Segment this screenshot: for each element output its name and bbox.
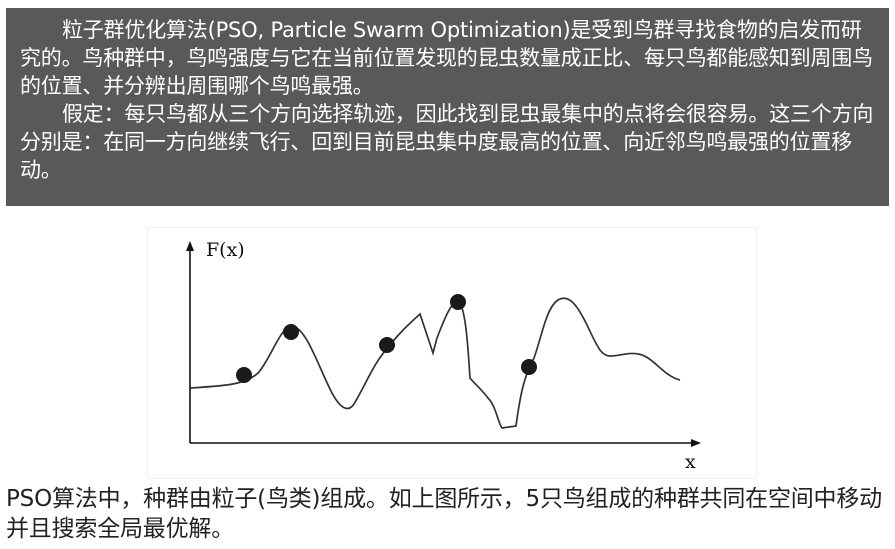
intro-paragraph-1: 粒子群优化算法(PSO, Particle Swarm Optimization…	[20, 18, 873, 98]
intro-text-box: 粒子群优化算法(PSO, Particle Swarm Optimization…	[6, 8, 889, 206]
particle-4	[450, 294, 466, 310]
caption-text: PSO算法中，种群由粒子(鸟类)组成。如上图所示，5只鸟组成的种群共同在空间中移…	[6, 486, 882, 542]
x-axis-label: x	[685, 451, 696, 473]
fitness-landscape-figure: F(x) x	[148, 228, 756, 478]
particle-3	[379, 337, 395, 353]
intro-paragraph-2: 假定：每只鸟都从三个方向选择轨迹，因此找到昆虫最集中的点将会很容易。这三个方向分…	[20, 102, 874, 182]
fitness-curve	[189, 297, 681, 429]
particle-1	[236, 367, 252, 383]
particle-5	[521, 359, 537, 375]
fitness-landscape-svg: F(x) x	[186, 239, 701, 473]
y-axis-label: F(x)	[206, 239, 245, 261]
particle-2	[283, 324, 299, 340]
